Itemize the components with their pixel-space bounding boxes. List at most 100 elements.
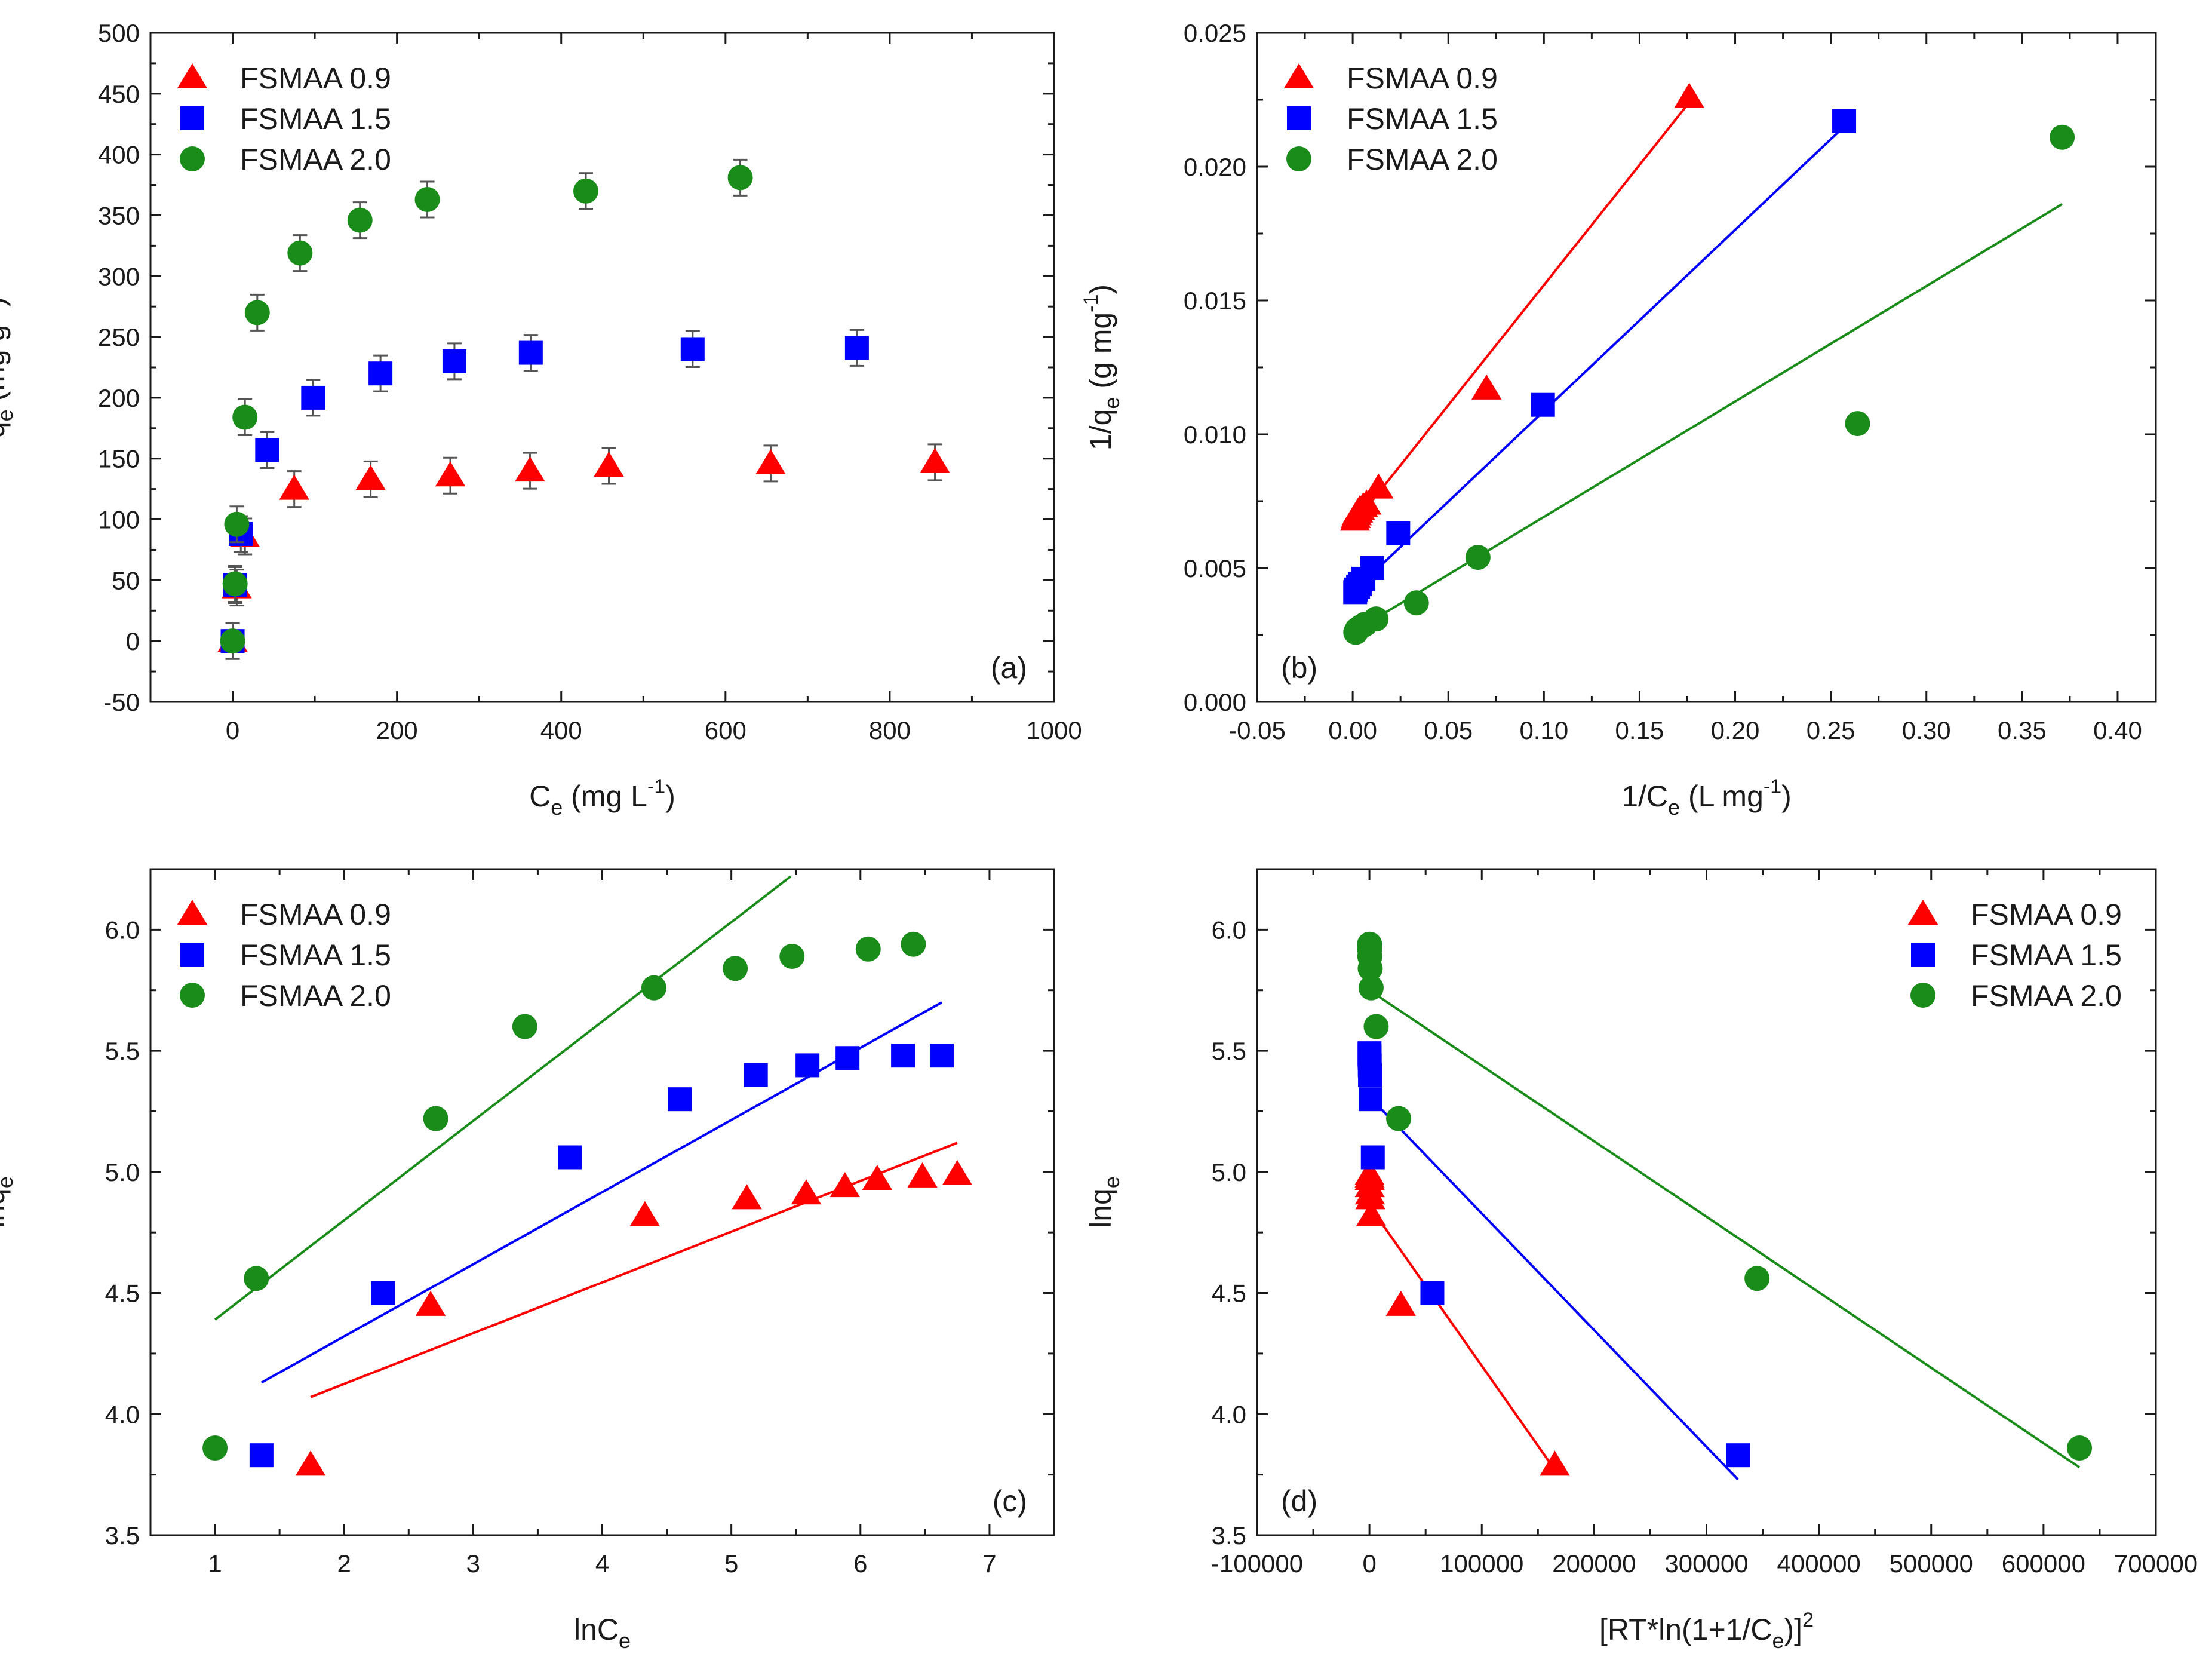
data-point bbox=[232, 404, 258, 430]
y-tick-label: 5.0 bbox=[1212, 1158, 1246, 1186]
y-tick-label: 3.5 bbox=[105, 1521, 140, 1550]
panel-d: -100000 0 100000 200000 300000 400000 500000 60… bbox=[1084, 868, 2198, 1653]
x-label-part: (mg L bbox=[563, 780, 647, 813]
x-label-part: lnC bbox=[574, 1613, 619, 1646]
legend-marker bbox=[177, 63, 208, 88]
fit-line-fsmaa-2-0 bbox=[1369, 989, 2081, 1469]
fit-line-fsmaa-2-0 bbox=[214, 875, 792, 1321]
legend-label: FSMAA 1.5 bbox=[240, 102, 391, 136]
y-tick-label: -50 bbox=[103, 688, 140, 716]
y-axis-label: 1/qe (g mg-1) bbox=[1080, 284, 1124, 450]
y-tick-label: 450 bbox=[98, 80, 140, 108]
x-tick-label: 0.05 bbox=[1424, 716, 1473, 744]
data-point bbox=[1674, 82, 1704, 108]
legend-marker bbox=[180, 943, 204, 967]
x-tick-label: 0.35 bbox=[1998, 716, 2047, 744]
series-fsmaa-2-0 bbox=[220, 158, 753, 660]
x-tick-label: 400000 bbox=[1777, 1550, 1861, 1578]
y-tick-label: 150 bbox=[98, 445, 140, 473]
x-label-part: (L mg bbox=[1680, 780, 1764, 813]
data-point bbox=[442, 349, 466, 373]
x-tick-label: 700000 bbox=[2114, 1550, 2198, 1578]
data-point bbox=[515, 456, 545, 482]
x-label-part: 1/C bbox=[1621, 780, 1668, 813]
data-point bbox=[1465, 545, 1491, 570]
legend-marker bbox=[180, 983, 205, 1008]
y-tick-label: 0.025 bbox=[1184, 19, 1246, 47]
data-point bbox=[1531, 392, 1555, 417]
series-fsmaa-0-9 bbox=[1340, 82, 1704, 531]
data-point bbox=[844, 336, 869, 360]
data-point bbox=[1471, 374, 1502, 400]
y-tick-label: 50 bbox=[112, 566, 140, 594]
data-point bbox=[355, 465, 386, 490]
data-point bbox=[1363, 606, 1389, 632]
y-tick-label: 5.0 bbox=[105, 1158, 140, 1186]
data-point bbox=[558, 1145, 582, 1170]
data-point bbox=[1420, 1281, 1445, 1305]
series-fsmaa-2-0 bbox=[1357, 931, 2093, 1461]
data-point bbox=[1357, 931, 1382, 957]
x-tick-label: 0 bbox=[1362, 1550, 1376, 1578]
y-tick-label: 4.0 bbox=[1212, 1400, 1246, 1428]
y-tick-label: 300 bbox=[98, 262, 140, 290]
legend-label: FSMAA 2.0 bbox=[1971, 979, 2122, 1013]
x-tick-label: 0 bbox=[226, 716, 239, 744]
series-fsmaa-0-9 bbox=[217, 443, 950, 660]
x-tick-label: 3 bbox=[466, 1550, 480, 1578]
y-tick-label: 0.010 bbox=[1184, 421, 1246, 449]
x-label-part: [RT*ln(1+1/C bbox=[1599, 1613, 1772, 1646]
x-tick-label: 300000 bbox=[1664, 1550, 1748, 1578]
x-label-part: ) bbox=[1781, 780, 1792, 813]
y-label-part: e bbox=[1099, 397, 1124, 409]
x-tick-label: 100000 bbox=[1440, 1550, 1523, 1578]
data-point bbox=[1726, 1443, 1750, 1468]
data-point bbox=[573, 178, 598, 204]
legend-label: FSMAA 1.5 bbox=[240, 938, 391, 972]
data-point bbox=[224, 511, 250, 537]
legend-label: FSMAA 2.0 bbox=[240, 979, 391, 1013]
x-tick-label: 200000 bbox=[1552, 1550, 1636, 1578]
data-point bbox=[1385, 1290, 1416, 1316]
series-fsmaa-1-5 bbox=[249, 1044, 954, 1468]
data-point bbox=[1357, 1041, 1382, 1066]
y-label-part: lnq bbox=[1084, 1188, 1117, 1228]
x-label-part: ) bbox=[665, 780, 675, 813]
x-tick-label: 5 bbox=[724, 1550, 738, 1578]
x-tick-label: 0.25 bbox=[1807, 716, 1855, 744]
series-fsmaa-2-0 bbox=[1343, 124, 2075, 645]
x-tick-label: 800 bbox=[869, 716, 911, 744]
data-point bbox=[668, 1087, 692, 1112]
legend-marker bbox=[1907, 900, 1938, 925]
y-label-part: e bbox=[1099, 1176, 1124, 1188]
x-tick-label: 7 bbox=[982, 1550, 996, 1578]
data-point bbox=[2050, 124, 2075, 150]
data-point bbox=[1356, 1201, 1387, 1226]
data-point bbox=[1832, 109, 1857, 133]
data-point bbox=[2067, 1435, 2093, 1461]
data-point bbox=[641, 975, 666, 1001]
y-label-part: lnq bbox=[0, 1188, 11, 1228]
y-tick-label: 4.5 bbox=[105, 1280, 140, 1308]
data-point bbox=[907, 1162, 938, 1188]
data-point bbox=[862, 1164, 893, 1190]
x-tick-label: 1 bbox=[208, 1550, 222, 1578]
x-tick-label: 600000 bbox=[2002, 1550, 2085, 1578]
data-point bbox=[891, 1044, 915, 1068]
data-point bbox=[1360, 556, 1384, 580]
x-axis-label: Ce (mg L-1) bbox=[529, 775, 675, 820]
series-fsmaa-0-9 bbox=[1354, 1159, 1570, 1476]
legend-marker bbox=[177, 900, 208, 925]
x-label-part: e bbox=[1668, 795, 1680, 820]
data-point bbox=[368, 361, 393, 386]
data-point bbox=[744, 1063, 768, 1087]
legend-marker bbox=[180, 106, 204, 130]
y-tick-label: 4.5 bbox=[1212, 1280, 1246, 1308]
legend-marker bbox=[1286, 146, 1311, 171]
data-point bbox=[512, 1014, 537, 1039]
legend-marker bbox=[1911, 943, 1935, 967]
x-tick-label: 6 bbox=[853, 1550, 867, 1578]
x-tick-label: 0.10 bbox=[1519, 716, 1568, 744]
data-point bbox=[423, 1106, 448, 1131]
